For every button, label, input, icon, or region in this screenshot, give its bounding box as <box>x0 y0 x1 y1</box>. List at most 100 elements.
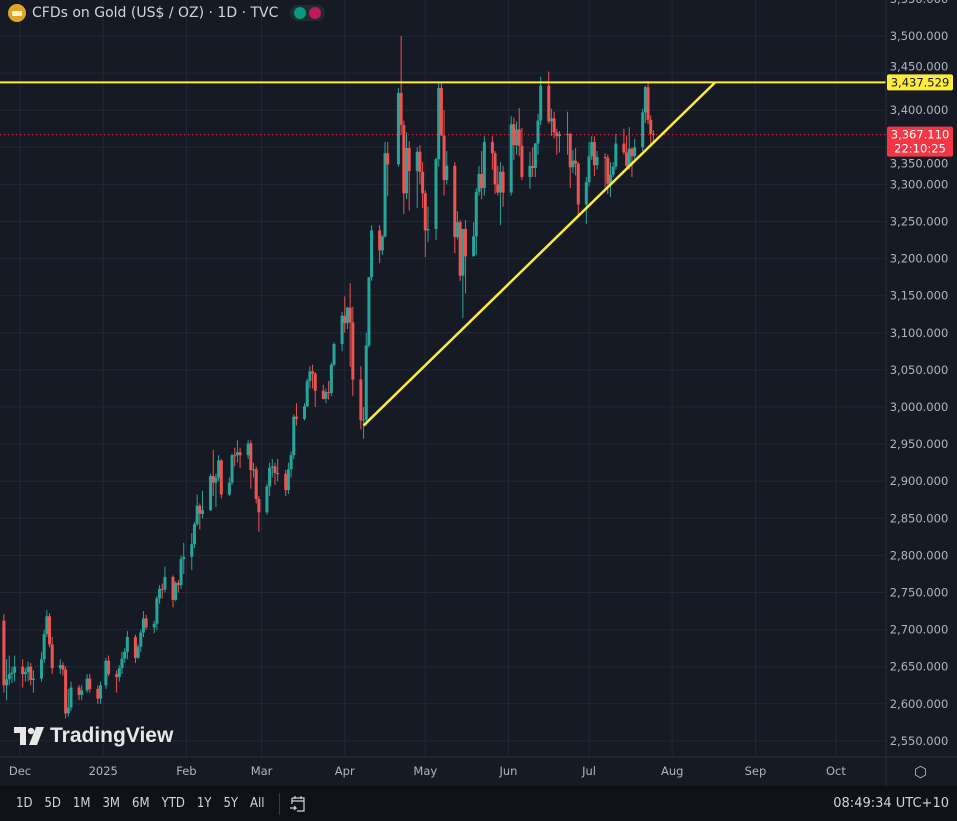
price-tick-label: 3,100.000 <box>890 326 949 340</box>
candle-body <box>192 524 196 545</box>
range-1d-button[interactable]: 1D <box>16 796 33 811</box>
candle <box>96 685 100 704</box>
candle-body <box>257 499 261 513</box>
candle-body <box>171 576 175 600</box>
candle <box>442 110 446 196</box>
calendar-goto-icon[interactable] <box>288 794 308 814</box>
range-5y-button[interactable]: 5Y <box>223 796 239 811</box>
candle <box>69 681 73 712</box>
price-tick-label: 2,650.000 <box>890 660 949 674</box>
ascending-trend-line[interactable] <box>362 81 717 427</box>
candle <box>515 121 519 155</box>
candle <box>233 447 237 467</box>
candle-body <box>345 307 349 324</box>
range-all-button[interactable]: All <box>250 796 265 811</box>
candle <box>163 566 167 593</box>
candle <box>404 132 408 200</box>
candle-body <box>48 616 52 645</box>
candle <box>539 76 543 126</box>
candle <box>29 662 33 686</box>
price-tick-label: 2,900.000 <box>890 474 949 488</box>
candle-body <box>125 637 129 652</box>
candle-body <box>219 460 223 495</box>
candle <box>64 666 68 719</box>
candle <box>324 388 328 404</box>
symbol-title[interactable]: CFDs on Gold (US$ / OZ) · 1D · TVC <box>32 5 279 21</box>
candle-body <box>117 668 121 678</box>
candle-body <box>190 544 194 557</box>
candle-body <box>144 618 148 628</box>
candle <box>80 685 84 701</box>
price-axis-labels: 2,550.000 2,600.000 2,650.000 2,700.000 2,75… <box>890 0 949 748</box>
candle-body <box>238 452 242 456</box>
candle <box>292 414 296 459</box>
candle <box>351 306 355 396</box>
candle-body <box>201 510 205 514</box>
symbol-header[interactable]: CFDs on Gold (US$ / OZ) · 1D · TVC <box>8 4 326 22</box>
range-6m-button[interactable]: 6M <box>132 796 150 811</box>
candle <box>117 665 121 682</box>
candle-body <box>566 133 570 135</box>
candle-body <box>176 582 180 586</box>
candle-body <box>461 228 465 276</box>
candle-body <box>536 120 540 144</box>
candle-body <box>39 659 43 679</box>
candle-body <box>182 556 186 560</box>
candle-body <box>359 379 363 421</box>
candle-body <box>590 142 594 157</box>
candle <box>362 407 366 439</box>
time-axis-labels[interactable]: Dec 2025 Feb Mar Apr May Jun Jul Aug Sep Oct <box>9 764 846 778</box>
range-1y-button[interactable]: 1Y <box>196 796 212 811</box>
price-chart[interactable]: 2,550.000 2,600.000 2,650.000 2,700.000 2,75… <box>0 0 957 786</box>
price-axis[interactable] <box>886 0 957 757</box>
candle-body <box>509 124 513 193</box>
candle-body <box>13 666 17 673</box>
candle-body <box>270 466 274 468</box>
candle-body <box>396 93 400 165</box>
candle-body <box>399 93 403 126</box>
candle-body <box>254 469 258 500</box>
candle <box>614 133 618 170</box>
candle <box>50 637 54 675</box>
candle <box>85 674 89 693</box>
time-axis-settings-icon[interactable]: ⬡ <box>914 763 928 781</box>
range-5d-button[interactable]: 5D <box>44 796 61 811</box>
bar-countdown-label: 22:10:25 <box>894 142 946 156</box>
candle-body <box>348 307 352 323</box>
candle <box>453 162 457 254</box>
range-ytd-button[interactable]: YTD <box>161 796 185 811</box>
drawings[interactable] <box>0 81 886 427</box>
candle-body <box>434 159 438 229</box>
candle <box>88 674 92 693</box>
candle <box>383 142 387 238</box>
candle-body <box>512 124 516 146</box>
candle <box>402 120 406 215</box>
range-3m-button[interactable]: 3M <box>102 796 120 811</box>
candle-body <box>515 129 519 146</box>
price-tick-label: 3,400.000 <box>890 103 949 117</box>
candle <box>396 87 400 167</box>
clock-timezone[interactable]: 08:49:34 UTC+10 <box>833 796 949 811</box>
candle-body <box>496 184 500 193</box>
price-tick-label: 2,750.000 <box>890 586 949 600</box>
candle-body <box>445 165 449 180</box>
candle-body <box>378 230 382 251</box>
price-tick-label: 2,800.000 <box>890 548 949 562</box>
candle-body <box>531 165 535 169</box>
candle-body <box>50 644 54 669</box>
candle <box>273 462 277 485</box>
candle-body <box>133 637 137 658</box>
candle-body <box>99 685 103 699</box>
candle <box>386 142 390 197</box>
candle-body <box>367 277 371 346</box>
candle-body <box>123 651 127 659</box>
candle <box>370 225 374 281</box>
candle-body <box>23 671 27 675</box>
time-tick-label: May <box>413 764 437 778</box>
tradingview-logo[interactable]: TradingView <box>14 724 173 748</box>
candle-body <box>303 406 307 419</box>
candle-body <box>77 687 81 695</box>
candle-body <box>437 87 441 160</box>
market-status-pill[interactable] <box>290 5 326 21</box>
range-1m-button[interactable]: 1M <box>72 796 91 811</box>
